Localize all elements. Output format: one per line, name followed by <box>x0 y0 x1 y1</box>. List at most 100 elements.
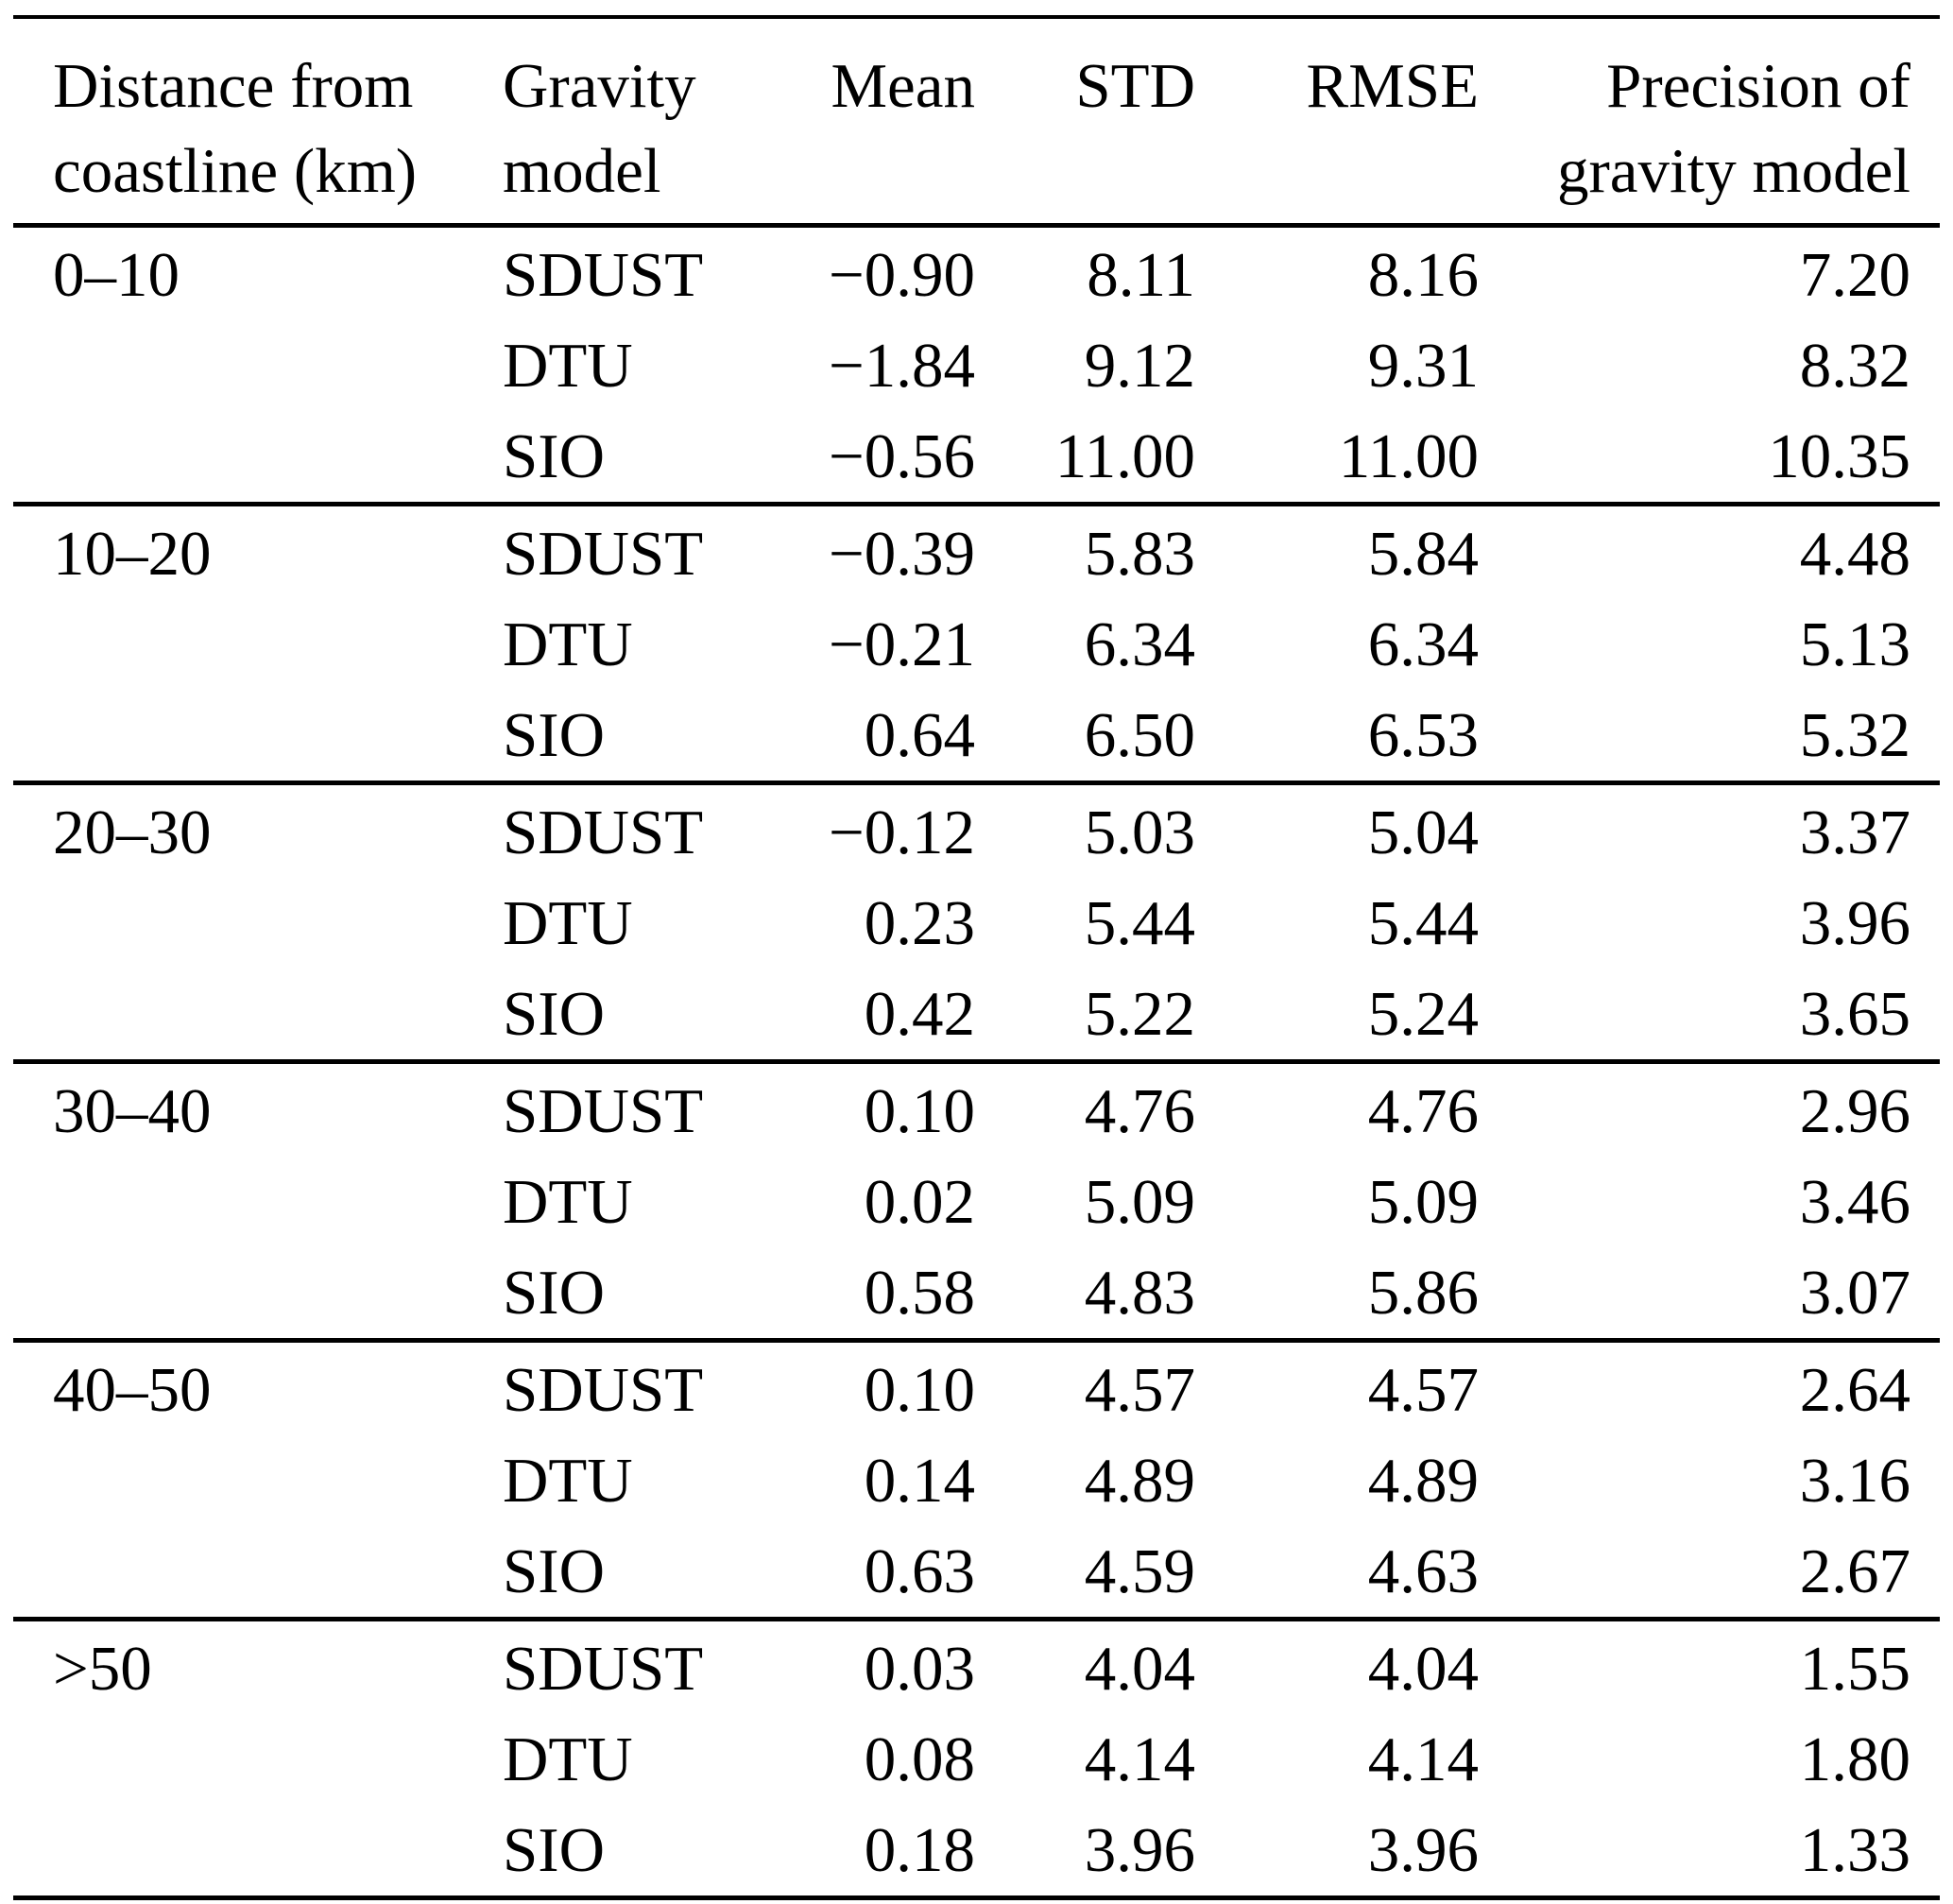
rmse-cell: 4.57 <box>1367 1355 1479 1425</box>
precision-cell: 3.65 <box>1799 979 1910 1049</box>
precision-cell: 3.96 <box>1799 888 1910 958</box>
precision-cell: 5.32 <box>1799 700 1910 770</box>
header-distance: Distance from coastline (km) <box>13 17 463 226</box>
mean-cell: 0.23 <box>864 888 975 958</box>
model-cell: DTU <box>503 1724 633 1794</box>
rmse-cell: 4.04 <box>1367 1634 1479 1704</box>
std-cell: 6.50 <box>1084 700 1195 770</box>
mean-cell: −0.12 <box>828 798 975 867</box>
model-cell: SDUST <box>503 798 704 867</box>
mean-cell: 0.63 <box>864 1536 975 1606</box>
model-cell: SIO <box>503 1536 605 1606</box>
precision-cell: 3.07 <box>1799 1258 1910 1328</box>
std-cell: 4.59 <box>1084 1536 1195 1606</box>
std-cell: 4.04 <box>1084 1634 1195 1704</box>
rmse-cell: 5.04 <box>1367 798 1479 867</box>
std-cell: 5.09 <box>1084 1167 1195 1237</box>
header-precision-line1: Precision of <box>1606 51 1910 121</box>
header-mean-line1: Mean <box>831 51 975 121</box>
table-row: 20–30 SDUST −0.12 5.03 5.04 3.37 <box>13 783 1940 879</box>
header-rmse-line1: RMSE <box>1306 51 1479 121</box>
table-row: 40–50 SDUST 0.10 4.57 4.57 2.64 <box>13 1341 1940 1436</box>
mean-cell: −0.21 <box>828 609 975 679</box>
mean-cell: 0.03 <box>864 1634 975 1704</box>
distance-cell <box>13 1435 463 1526</box>
table-row: DTU −1.84 9.12 9.31 8.32 <box>13 320 1940 411</box>
distance-cell <box>13 969 463 1062</box>
rmse-cell: 9.31 <box>1367 331 1479 401</box>
std-cell: 6.34 <box>1084 609 1195 679</box>
distance-cell: 0–10 <box>53 240 180 310</box>
rmse-cell: 5.24 <box>1367 979 1479 1049</box>
rmse-cell: 11.00 <box>1338 421 1479 491</box>
model-cell: SIO <box>503 700 605 770</box>
header-mean: Mean <box>809 17 975 226</box>
std-cell: 5.83 <box>1084 519 1195 589</box>
header-gravity-model-line2: model <box>503 136 661 206</box>
model-cell: SDUST <box>503 1076 704 1146</box>
precision-cell: 2.96 <box>1799 1076 1910 1146</box>
distance-cell <box>13 878 463 969</box>
mean-cell: 0.64 <box>864 700 975 770</box>
model-cell: DTU <box>503 1446 633 1516</box>
group-0-10: 0–10 SDUST −0.90 8.11 8.16 7.20 DTU −1.8… <box>13 226 1940 505</box>
precision-cell: 3.46 <box>1799 1167 1910 1237</box>
rmse-cell: 4.63 <box>1367 1536 1479 1606</box>
distance-cell <box>13 1805 463 1898</box>
precision-cell: 7.20 <box>1799 240 1910 310</box>
rmse-cell: 5.86 <box>1367 1258 1479 1328</box>
table-row: DTU 0.02 5.09 5.09 3.46 <box>13 1157 1940 1247</box>
distance-cell: 20–30 <box>53 798 212 867</box>
std-cell: 4.83 <box>1084 1258 1195 1328</box>
distance-cell <box>13 599 463 690</box>
group-10-20: 10–20 SDUST −0.39 5.83 5.84 4.48 DTU −0.… <box>13 505 1940 783</box>
model-cell: SIO <box>503 979 605 1049</box>
rmse-cell: 4.89 <box>1367 1446 1479 1516</box>
std-cell: 8.11 <box>1087 240 1195 310</box>
model-cell: DTU <box>503 331 633 401</box>
header-precision: Precision of gravity model <box>1479 17 1940 226</box>
header-gravity-model: Gravity model <box>463 17 809 226</box>
std-cell: 3.96 <box>1084 1815 1195 1885</box>
std-cell: 9.12 <box>1084 331 1195 401</box>
mean-cell: 0.18 <box>864 1815 975 1885</box>
table-row: SIO −0.56 11.00 11.00 10.35 <box>13 411 1940 505</box>
std-cell: 5.22 <box>1084 979 1195 1049</box>
precision-cell: 1.33 <box>1799 1815 1910 1885</box>
mean-cell: −0.39 <box>828 519 975 589</box>
precision-cell: 1.55 <box>1799 1634 1910 1704</box>
table-row: DTU 0.23 5.44 5.44 3.96 <box>13 878 1940 969</box>
precision-cell: 5.13 <box>1799 609 1910 679</box>
table-row: SIO 0.58 4.83 5.86 3.07 <box>13 1247 1940 1341</box>
std-cell: 11.00 <box>1054 421 1195 491</box>
model-cell: DTU <box>503 609 633 679</box>
rmse-cell: 3.96 <box>1367 1815 1479 1885</box>
std-cell: 5.03 <box>1084 798 1195 867</box>
table-row: 30–40 SDUST 0.10 4.76 4.76 2.96 <box>13 1062 1940 1158</box>
precision-cell: 3.16 <box>1799 1446 1910 1516</box>
rmse-cell: 6.53 <box>1367 700 1479 770</box>
model-cell: SDUST <box>503 240 704 310</box>
rmse-cell: 4.14 <box>1367 1724 1479 1794</box>
std-cell: 4.76 <box>1084 1076 1195 1146</box>
precision-cell: 1.80 <box>1799 1724 1910 1794</box>
group-30-40: 30–40 SDUST 0.10 4.76 4.76 2.96 DTU 0.02… <box>13 1062 1940 1341</box>
mean-cell: 0.58 <box>864 1258 975 1328</box>
table-row: 10–20 SDUST −0.39 5.83 5.84 4.48 <box>13 505 1940 600</box>
precision-cell: 2.64 <box>1799 1355 1910 1425</box>
distance-cell: >50 <box>53 1634 152 1704</box>
std-cell: 4.57 <box>1084 1355 1195 1425</box>
std-cell: 4.14 <box>1084 1724 1195 1794</box>
table-row: DTU 0.14 4.89 4.89 3.16 <box>13 1435 1940 1526</box>
header-gravity-model-line1: Gravity <box>503 51 696 121</box>
mean-cell: −1.84 <box>828 331 975 401</box>
mean-cell: 0.10 <box>864 1355 975 1425</box>
model-cell: SIO <box>503 1258 605 1328</box>
gravity-model-accuracy-table: Distance from coastline (km) Gravity mod… <box>13 15 1940 1900</box>
group-20-30: 20–30 SDUST −0.12 5.03 5.04 3.37 DTU 0.2… <box>13 783 1940 1062</box>
distance-cell <box>13 320 463 411</box>
table-row: SIO 0.42 5.22 5.24 3.65 <box>13 969 1940 1062</box>
model-cell: SDUST <box>503 519 704 589</box>
table-header: Distance from coastline (km) Gravity mod… <box>13 17 1940 226</box>
distance-cell <box>13 1714 463 1805</box>
